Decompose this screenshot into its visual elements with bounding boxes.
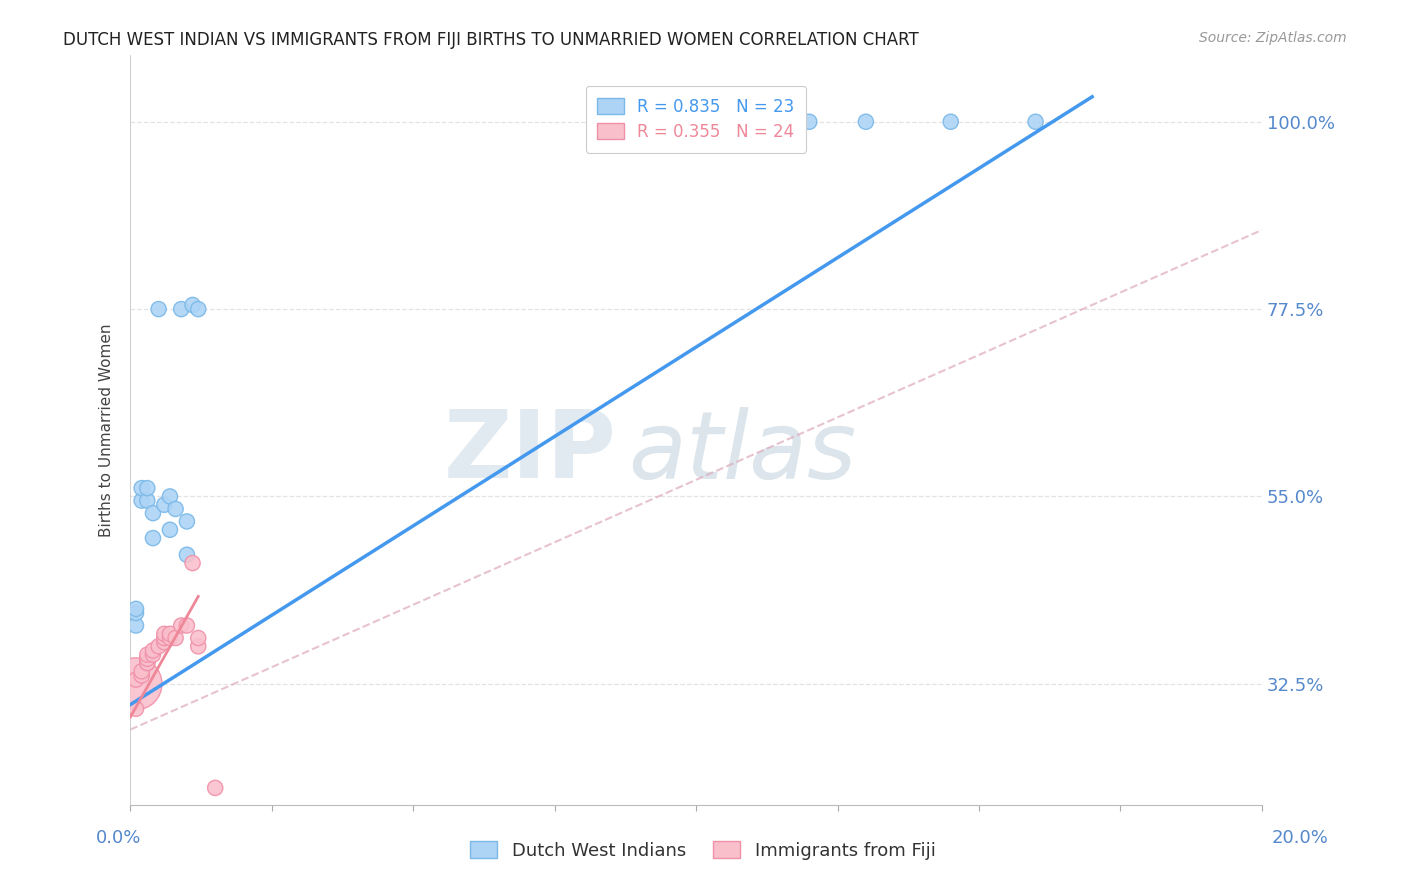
Point <box>136 481 159 495</box>
Point <box>159 627 181 641</box>
Text: Source: ZipAtlas.com: Source: ZipAtlas.com <box>1199 31 1347 45</box>
Point <box>170 302 193 317</box>
Text: 20.0%: 20.0% <box>1272 829 1329 847</box>
Point <box>148 302 170 317</box>
Point <box>136 493 159 508</box>
Point <box>131 665 153 679</box>
Point <box>176 515 198 529</box>
Point <box>153 635 176 649</box>
Point <box>181 556 204 570</box>
Text: ZIP: ZIP <box>444 407 617 499</box>
Point <box>939 114 962 128</box>
Point <box>176 618 198 632</box>
Text: DUTCH WEST INDIAN VS IMMIGRANTS FROM FIJI BIRTHS TO UNMARRIED WOMEN CORRELATION : DUTCH WEST INDIAN VS IMMIGRANTS FROM FIJ… <box>63 31 920 49</box>
Point <box>142 648 165 662</box>
Point <box>125 606 148 620</box>
Point <box>125 677 148 691</box>
Point <box>136 656 159 670</box>
Point <box>170 618 193 632</box>
Point <box>187 631 209 645</box>
Legend: Dutch West Indians, Immigrants from Fiji: Dutch West Indians, Immigrants from Fiji <box>463 834 943 867</box>
Point <box>131 668 153 682</box>
Point <box>136 656 159 670</box>
Text: atlas: atlas <box>628 407 856 498</box>
Legend: R = 0.835   N = 23, R = 0.355   N = 24: R = 0.835 N = 23, R = 0.355 N = 24 <box>586 86 807 153</box>
Point <box>153 498 176 512</box>
Point <box>131 493 153 508</box>
Point <box>148 640 170 654</box>
Point <box>187 640 209 654</box>
Point <box>187 302 209 317</box>
Point <box>176 548 198 562</box>
Point <box>131 481 153 495</box>
Point <box>1025 114 1047 128</box>
Point <box>125 702 148 716</box>
Point <box>165 502 187 516</box>
Point <box>159 523 181 537</box>
Point <box>136 648 159 662</box>
Point <box>142 643 165 657</box>
Text: 0.0%: 0.0% <box>96 829 141 847</box>
Point <box>125 602 148 616</box>
Point <box>142 506 165 520</box>
Point <box>153 627 176 641</box>
Point <box>855 114 877 128</box>
Point <box>165 631 187 645</box>
Point <box>159 490 181 504</box>
Point <box>125 618 148 632</box>
Y-axis label: Births to Unmarried Women: Births to Unmarried Women <box>100 323 114 537</box>
Point <box>153 631 176 645</box>
Point <box>159 631 181 645</box>
Point <box>204 780 226 795</box>
Point <box>136 652 159 666</box>
Point <box>142 531 165 545</box>
Point <box>181 298 204 312</box>
Point <box>799 114 821 128</box>
Point <box>125 673 148 687</box>
